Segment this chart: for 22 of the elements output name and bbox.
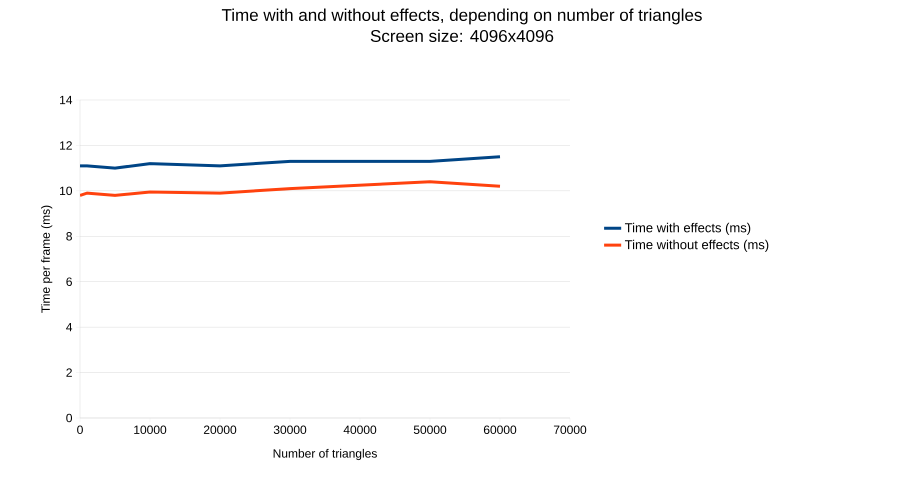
y-tick-label: 10 [60,186,72,196]
x-tick-label: 0 [77,426,83,434]
x-tick-label: 50000 [414,426,446,434]
y-axis-title: Time per frame (ms) [41,206,52,313]
y-tick-label: 6 [66,277,72,286]
x-axis-title: Number of triangles [274,448,377,460]
y-tick-label: 12 [60,141,72,150]
x-tick-label: 20000 [204,426,236,434]
x-tick-label: 10000 [134,426,166,434]
x-tick-label: 40000 [344,426,376,434]
legend-label: Time without effects (ms) [624,240,768,252]
y-tick-label: 4 [66,323,72,332]
y-tick-label: 8 [66,232,72,241]
chart-title: Time with and without effects, depending on number of triangles [222,8,702,24]
x-tick-label: 30000 [274,426,306,434]
y-tick-label: 14 [60,96,72,104]
chart-subtitle: Screen size: 4096x4096 [370,30,554,42]
x-tick-label: 70000 [554,426,586,434]
x-tick-label: 60000 [484,426,516,434]
legend-label: Time with effects (ms) [624,222,750,235]
y-tick-label: 0 [66,414,72,422]
y-tick-label: 2 [66,368,72,377]
